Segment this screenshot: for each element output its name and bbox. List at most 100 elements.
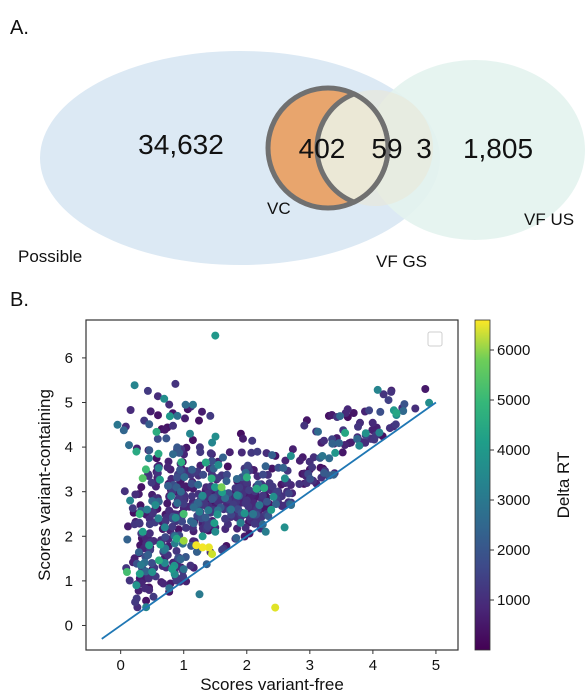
scatter-point (210, 519, 219, 528)
scatter-point (272, 500, 280, 509)
x-tick-label: 3 (306, 657, 314, 674)
scatter-point (126, 406, 135, 414)
count-possible-only: 34,632 (138, 129, 224, 160)
plot-frame (85, 319, 459, 651)
scatter-point (201, 458, 210, 467)
scatter-point (199, 470, 208, 479)
scatter-point (259, 470, 267, 479)
scatter-point (156, 475, 164, 484)
scatter-point (328, 439, 337, 448)
scatter-point (160, 394, 169, 403)
x-axis-label: Scores variant-free (200, 675, 344, 694)
scatter-point (153, 392, 162, 401)
scatter-point (411, 404, 420, 413)
scatter-point (198, 532, 207, 541)
scatter-point (314, 427, 322, 436)
scatter-point (187, 492, 196, 501)
scatter-point (320, 436, 328, 445)
scatter-point (392, 409, 401, 417)
scatter-point (171, 513, 180, 522)
scatter-point (243, 461, 252, 470)
scatter-point (124, 522, 132, 531)
scatter-point (225, 448, 234, 457)
count-vc-vfgs: 59 (371, 133, 402, 164)
scatter-point (248, 436, 257, 445)
scatter-point (206, 449, 215, 458)
scatter-point (160, 523, 169, 532)
scatter-point (242, 473, 251, 482)
scatter-point (204, 506, 213, 515)
scatter-point (152, 427, 161, 436)
legend-box (427, 331, 443, 347)
label-vf-gs: VF GS (376, 252, 427, 271)
scatter-point (151, 501, 160, 510)
scatter-point (165, 412, 174, 421)
scatter-point (173, 473, 182, 482)
scatter-point (187, 479, 196, 488)
scatter-point (269, 492, 278, 501)
scatter-point (203, 522, 212, 531)
scatter-point (376, 407, 385, 416)
scatter-point (123, 535, 132, 544)
scatter-point (219, 453, 227, 462)
scatter-point (288, 445, 297, 454)
scatter-point (113, 420, 122, 429)
scatter-point (232, 534, 241, 542)
colorbar-tick-label: 1000 (497, 592, 530, 609)
label-possible: Possible (18, 247, 82, 266)
scatter-point (138, 474, 147, 483)
scatter-point (227, 505, 235, 514)
scatter-point (361, 438, 370, 447)
scatter-point (236, 518, 245, 527)
x-tick-label: 4 (369, 657, 377, 674)
scatter-point (130, 381, 139, 390)
scatter-point (280, 523, 289, 532)
scatter-point (149, 592, 158, 601)
scatter-point (131, 490, 140, 499)
colorbar-ticks: 1000 2000 3000 4000 5000 6000 (490, 342, 530, 609)
x-tick-label: 2 (243, 657, 251, 674)
scatter-point (179, 572, 188, 581)
scatter-point (187, 465, 196, 474)
scatter-point (268, 482, 277, 491)
scatter-point (192, 541, 201, 550)
scatter-point (249, 510, 258, 518)
scatter-point (132, 581, 141, 590)
scatter-point (143, 505, 152, 514)
scatter-point (169, 450, 177, 459)
scatter-point (173, 411, 182, 420)
scatter-point (240, 509, 249, 518)
scatter-point (179, 565, 188, 574)
scatter-point (177, 458, 186, 467)
scatter-point (168, 522, 177, 531)
scatter-point (148, 568, 157, 576)
scatter-point (194, 480, 203, 489)
scatter-point (271, 603, 280, 612)
scatter-point (169, 421, 177, 430)
scatter-point (252, 484, 261, 493)
scatter-point (159, 579, 168, 588)
scatter-point (222, 477, 231, 486)
scatter-point (237, 448, 246, 457)
scatter-point (368, 418, 377, 427)
scatter-point (134, 548, 143, 557)
colorbar-tick-label: 4000 (497, 442, 530, 459)
scatter-point (284, 489, 293, 498)
scatter-point (142, 596, 151, 605)
panel-b-label: B. (10, 289, 29, 311)
scatter-point (208, 438, 217, 447)
scatter-point (163, 463, 172, 472)
scatter-point (261, 527, 270, 536)
scatter-point (123, 568, 131, 576)
scatter-point (164, 481, 172, 490)
scatter-point (168, 565, 177, 574)
scatter-point (325, 454, 334, 463)
scatter-point (239, 434, 247, 443)
venn-diagram (40, 51, 585, 265)
scatter-point (211, 483, 219, 492)
scatter-point (208, 550, 217, 559)
scatter-point (198, 543, 207, 552)
scatter-point (138, 527, 147, 536)
scatter-point (145, 420, 154, 429)
scatter-point (336, 412, 345, 421)
